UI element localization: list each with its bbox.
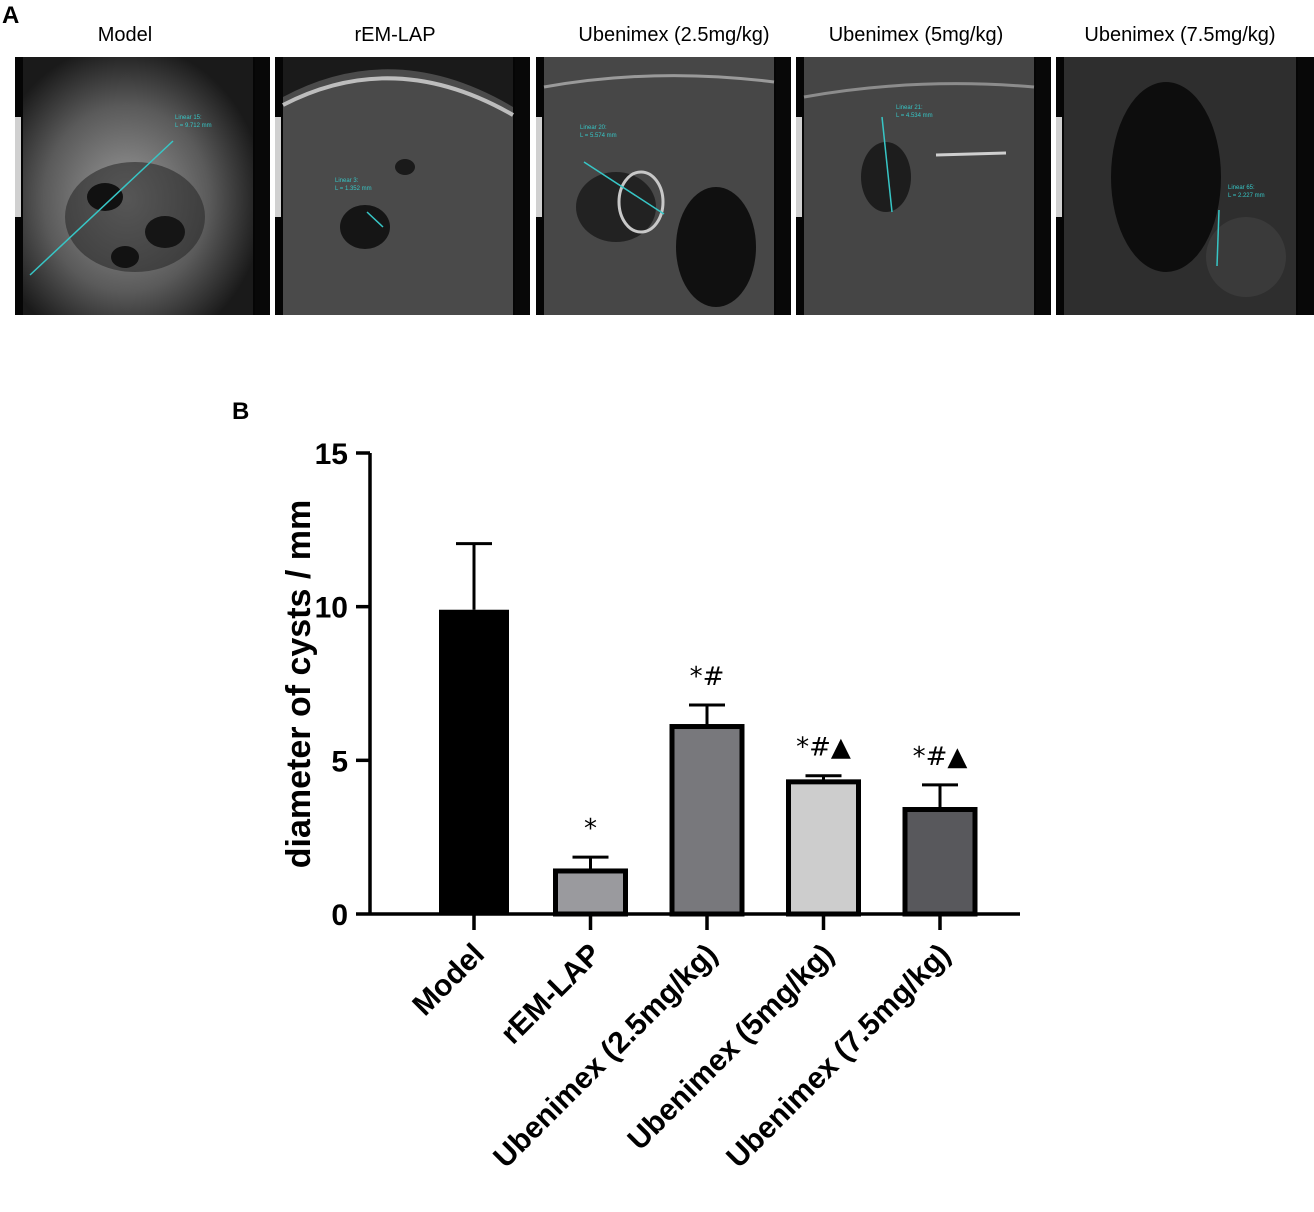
significance-label: *: [584, 814, 597, 844]
ultrasound-label-ubenimex-5: Ubenimex (5mg/kg): [828, 24, 1004, 46]
svg-text:Linear 15:: Linear 15:: [175, 115, 202, 121]
svg-text:L = 4.534 mm: L = 4.534 mm: [896, 113, 933, 119]
x-tick-label: Ubenimex (2.5mg/kg): [487, 938, 724, 1175]
ultrasound-label-ubenimex-2-5: Ubenimex (2.5mg/kg): [578, 24, 770, 46]
svg-text:L = 9.712 mm: L = 9.712 mm: [175, 123, 212, 129]
panel-b-label: B: [232, 398, 250, 425]
ultrasound-label-rem-lap: rEM-LAP: [354, 24, 436, 46]
x-tick-label: Ubenimex (5mg/kg): [621, 938, 840, 1157]
ultrasound-label-ubenimex-7-5: Ubenimex (7.5mg/kg): [1084, 24, 1276, 46]
y-axis-title: diameter of cysts / mm: [280, 500, 318, 868]
bar: [786, 779, 861, 917]
x-tick-label: Ubenimex (7.5mg/kg): [720, 938, 957, 1175]
ultrasound-image-ubenimex-5: Linear 21: L = 4.534 mm: [796, 57, 1051, 315]
ultrasound-image-ubenimex-7-5: Linear 65: L = 2.227 mm: [1056, 57, 1314, 315]
chart-bars: [439, 542, 978, 917]
ultrasound-image-ubenimex-2-5: Linear 20: L = 5.574 mm: [536, 57, 791, 315]
significance-label: *#▲: [796, 733, 851, 763]
panel-a-label: A: [2, 2, 20, 29]
svg-text:Linear 20:: Linear 20:: [580, 125, 607, 131]
bar: [669, 724, 745, 917]
svg-text:L = 5.574 mm: L = 5.574 mm: [580, 133, 617, 139]
svg-text:L = 2.227 mm: L = 2.227 mm: [1228, 193, 1265, 199]
svg-text:L = 1.352 mm: L = 1.352 mm: [335, 186, 372, 192]
x-tick-label: rEM-LAP: [495, 938, 608, 1051]
y-tick-label: 10: [315, 592, 348, 625]
bar: [439, 609, 509, 914]
ultrasound-image-rem-lap: Linear 3: L = 1.352 mm: [275, 57, 530, 315]
ultrasound-label-model: Model: [97, 24, 153, 46]
y-tick-label: 5: [331, 745, 348, 778]
y-tick-label: 15: [315, 438, 348, 471]
chart-labels: 0 5 10 15 Model rEM-LAP * Ubenimex (2.5mg/kg) *#…: [315, 438, 968, 1174]
svg-text:Linear 65:: Linear 65:: [1228, 185, 1255, 191]
svg-text:Linear 3:: Linear 3:: [335, 178, 359, 184]
y-tick-label: 0: [331, 899, 348, 932]
significance-label: *#▲: [913, 742, 968, 772]
bar: [553, 868, 628, 917]
x-tick-label: Model: [406, 938, 491, 1023]
significance-label: *#: [690, 662, 725, 692]
bar: [902, 807, 978, 917]
ultrasound-image-model: Linear 15: L = 9.712 mm: [15, 57, 270, 315]
svg-text:Linear 21:: Linear 21:: [896, 105, 923, 111]
